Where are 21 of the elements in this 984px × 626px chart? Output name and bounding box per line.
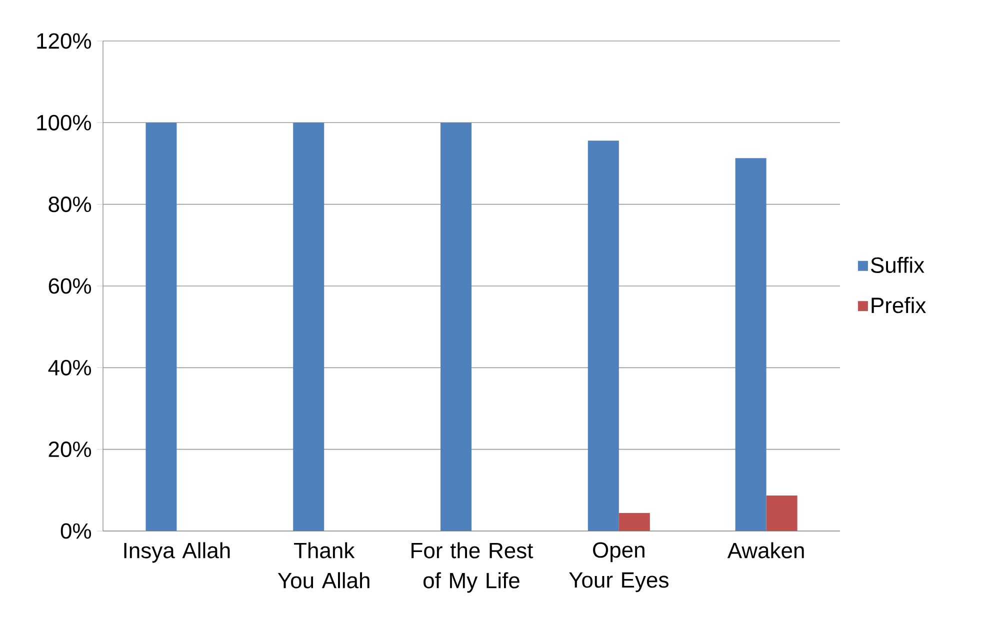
y-tick-label: 60% <box>48 278 92 294</box>
bar <box>146 122 177 531</box>
x-tick-label: Thank You Allah <box>278 542 370 588</box>
x-tick-label: Awaken <box>727 542 804 558</box>
y-tick-label: 0% <box>60 523 92 539</box>
bar <box>618 513 650 531</box>
x-tick-label: Open Your Eyes <box>569 542 668 592</box>
y-tick-label: 100% <box>37 114 91 130</box>
y-tick-label: 80% <box>48 196 92 212</box>
bar <box>735 158 766 531</box>
x-tick-label: For the Rest of My Life <box>412 542 534 593</box>
y-tick-label: 40% <box>48 360 92 376</box>
bar <box>766 495 798 531</box>
bar <box>293 122 324 531</box>
y-tick-label: 20% <box>48 442 92 458</box>
bar <box>588 140 619 531</box>
legend-label: Suffix <box>870 256 924 273</box>
y-tick-label: 120% <box>37 33 91 49</box>
bar <box>440 122 472 531</box>
legend-label: Prefix <box>872 296 926 314</box>
x-tick-label: Insya Allah <box>124 542 230 563</box>
